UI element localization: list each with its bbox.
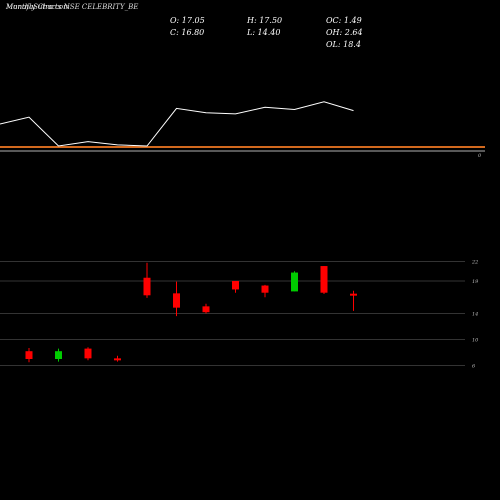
candle-body	[261, 285, 269, 293]
candle-body	[84, 348, 92, 359]
stat-low: L: 14.40	[247, 28, 281, 37]
stat-oh: OH: 2.64	[326, 28, 363, 37]
candle-body	[25, 351, 33, 359]
y-tick-label: 19	[472, 279, 479, 285]
stat-ol: OL: 18.4	[326, 40, 361, 49]
upper-right-label: 0	[478, 153, 482, 159]
candle-body	[173, 293, 180, 308]
stat-open: O: 17.05	[170, 16, 205, 25]
stat-high: H: 17.50	[247, 16, 283, 25]
candle-body	[291, 272, 298, 292]
candle-body	[232, 281, 239, 290]
candle-body	[55, 351, 62, 359]
upper-panel: 0	[0, 101, 485, 159]
candle-body	[350, 293, 357, 296]
site-label: MunafaSutra.com	[6, 3, 70, 11]
y-tick-label: 6	[472, 364, 476, 370]
y-tick-label: 10	[472, 338, 479, 344]
candle-body	[202, 306, 210, 313]
price-grid: 6 10 14 19 22	[0, 260, 479, 370]
candles	[25, 262, 357, 363]
chart-name: Monthly Charts NSE CELEBRITY_BE	[6, 3, 139, 11]
candle-body	[143, 277, 151, 296]
candle-body	[114, 358, 121, 361]
y-tick-label: 22	[471, 260, 478, 266]
trend-line	[0, 101, 354, 147]
stat-close: C: 16.80	[170, 28, 205, 37]
stat-oc: OC: 1.49	[326, 16, 362, 25]
candle-body	[320, 266, 328, 293]
y-tick-label: 14	[472, 312, 478, 318]
